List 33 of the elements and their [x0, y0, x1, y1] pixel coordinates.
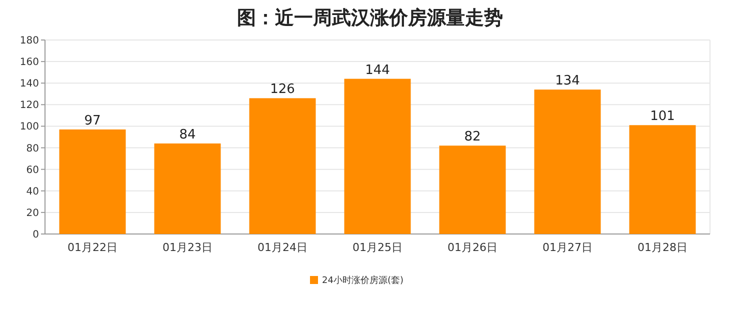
y-tick-label: 60 — [26, 164, 39, 176]
x-tick-label: 01月28日 — [638, 241, 688, 254]
x-tick-label: 01月22日 — [68, 241, 118, 254]
bar — [439, 146, 506, 234]
data-label: 82 — [464, 130, 481, 145]
legend-label: 24小时涨价房源(套) — [322, 275, 404, 286]
x-tick-label: 01月25日 — [352, 241, 402, 254]
y-tick-label: 180 — [20, 36, 39, 46]
y-tick-label: 140 — [20, 78, 39, 90]
data-label: 97 — [84, 113, 101, 128]
y-tick-label: 20 — [26, 208, 39, 219]
data-label: 84 — [179, 127, 196, 142]
x-tick-label: 01月27日 — [542, 241, 592, 254]
bar — [344, 78, 411, 234]
y-tick-label: 100 — [20, 122, 39, 133]
y-tick-label: 80 — [26, 143, 39, 154]
x-tick-label: 01月23日 — [162, 241, 212, 254]
x-tick-label: 01月24日 — [258, 241, 308, 254]
bar — [154, 143, 221, 234]
y-tick-label: 160 — [20, 57, 39, 68]
chart-title: 图：近一周武汉涨价房源量走势 — [237, 7, 503, 29]
bar — [249, 98, 316, 234]
bar — [629, 125, 696, 234]
data-label: 126 — [270, 82, 295, 98]
bar — [534, 90, 601, 234]
data-label: 144 — [365, 62, 390, 78]
x-tick-label: 01月26日 — [448, 241, 498, 254]
bar — [59, 129, 126, 234]
data-label: 101 — [650, 109, 675, 124]
y-tick-label: 40 — [26, 186, 39, 198]
y-tick-label: 120 — [20, 100, 39, 112]
data-label: 134 — [555, 74, 580, 89]
y-tick-label: 0 — [32, 230, 39, 240]
